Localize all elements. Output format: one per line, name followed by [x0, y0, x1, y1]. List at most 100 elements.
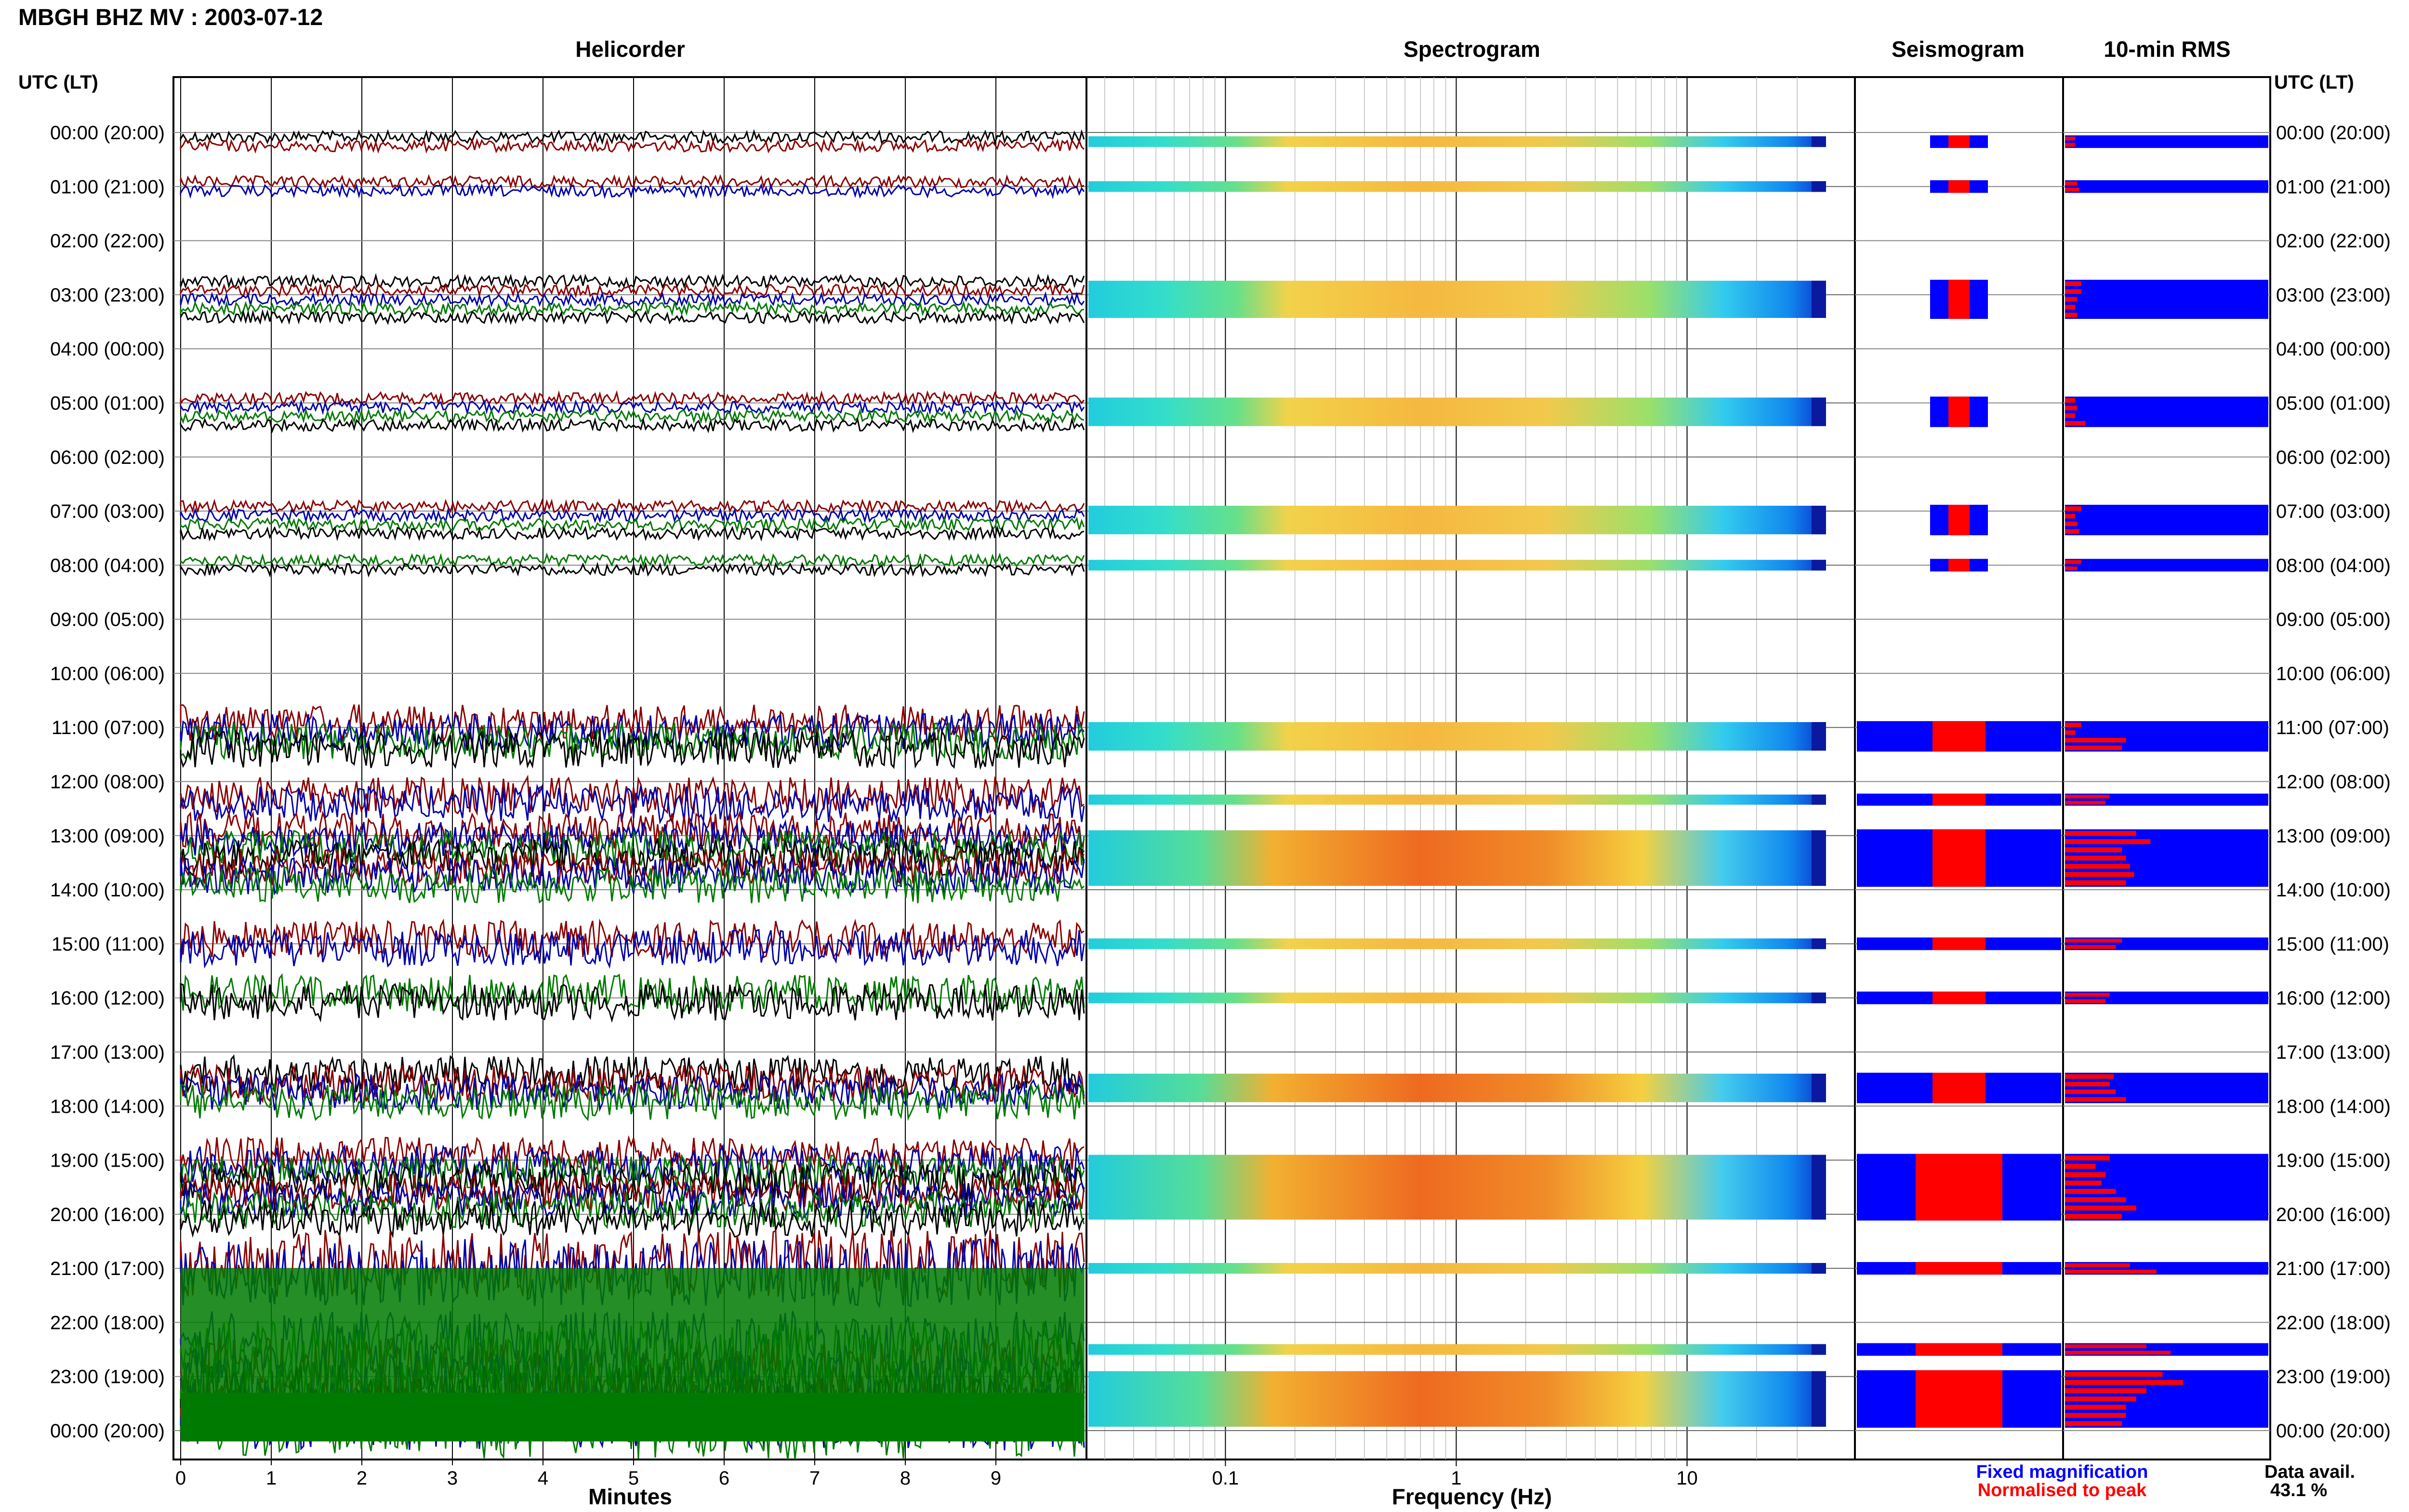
rms-fixed-bar: [2065, 135, 2268, 148]
hour-label-left: 01:00 (21:00): [50, 176, 165, 197]
helicorder-trace: [180, 390, 1085, 407]
helicorder-trace: [180, 721, 1085, 761]
hour-label-right: 06:00 (02:00): [2276, 447, 2391, 468]
hour-label-right: 00:00 (20:00): [2276, 122, 2391, 144]
hour-label-left: 08:00 (04:00): [50, 555, 165, 576]
spectrogram-band-edge: [1812, 1263, 1826, 1274]
spectrogram-band-edge: [1812, 830, 1826, 886]
helicorder-trace: [180, 498, 1085, 515]
spectrogram-band-edge: [1812, 1344, 1826, 1355]
rms-normalised-bar: [2065, 1269, 2157, 1274]
helicorder-trace: [180, 1200, 1085, 1239]
rms-normalised-bar: [2065, 999, 2106, 1003]
helicorder-trace: [180, 810, 1085, 852]
helicorder-trace: [180, 973, 1085, 1014]
rms-normalised-bar: [2065, 1344, 2146, 1348]
hour-label-right: 18:00 (14:00): [2276, 1096, 2391, 1117]
seismogram-panel: [1854, 76, 2064, 1460]
rms-normalised-bar: [2065, 839, 2151, 844]
helicorder-trace: [180, 273, 1085, 289]
hour-label-right: 17:00 (13:00): [2276, 1042, 2391, 1063]
rms-normalised-bar: [2065, 1372, 2163, 1377]
hour-label-left: 21:00 (17:00): [50, 1258, 165, 1279]
hour-label-left: 20:00 (16:00): [50, 1204, 165, 1225]
spectrogram-band: [1088, 794, 1826, 805]
spectrogram-band-edge: [1812, 560, 1826, 571]
hour-label-right: 20:00 (16:00): [2276, 1204, 2391, 1225]
spectrogram-band-edge: [1812, 397, 1826, 426]
minute-tick-label: 6: [719, 1468, 729, 1489]
seismogram-title: Seismogram: [1892, 37, 2025, 62]
data-availability-label: Data avail.: [2264, 1462, 2355, 1482]
spectrogram-panel: [1085, 76, 1856, 1460]
rms-fixed-bar: [2065, 504, 2268, 536]
minute-tick-label: 1: [266, 1468, 277, 1489]
spectrogram-band-edge: [1812, 181, 1826, 192]
rms-normalised-bar: [2065, 398, 2076, 403]
hour-label-right: 07:00 (03:00): [2276, 501, 2391, 522]
rms-normalised-bar: [2065, 1164, 2096, 1169]
helicorder-trace: [180, 300, 1085, 317]
hour-label-right: 03:00 (23:00): [2276, 285, 2391, 306]
rms-normalised-bar: [2065, 938, 2122, 943]
seismogram-normalised-envelope: [1948, 559, 1970, 572]
rms-normalised-bar: [2065, 529, 2079, 534]
seismogram-normalised-envelope: [1932, 829, 1985, 887]
rms-normalised-bar: [2065, 1380, 2183, 1385]
helicorder-trace: [180, 865, 1085, 904]
hour-label-right: 19:00 (15:00): [2276, 1150, 2391, 1171]
rms-normalised-bar: [2065, 289, 2081, 294]
spectrogram-band: [1088, 280, 1826, 318]
helicorder-trace: [180, 1144, 1085, 1185]
rms-normalised-bar: [2065, 136, 2076, 141]
seismogram-normalised-envelope: [1932, 793, 1985, 806]
hour-label-right: 04:00 (00:00): [2276, 339, 2391, 360]
hour-label-left: 03:00 (23:00): [50, 285, 165, 306]
helicorder-trace: [180, 918, 1085, 960]
minutes-axis: 0 1 2 3 4 5 6 7 8 9: [175, 1459, 1001, 1489]
hour-label-right: 15:00 (11:00): [2276, 933, 2389, 955]
minute-tick-label: 4: [538, 1468, 548, 1489]
spectrogram-band: [1088, 1155, 1826, 1220]
time-label-right: UTC (LT): [2274, 72, 2354, 93]
helicorder-trace: [180, 1063, 1085, 1104]
rms-normalised-bar: [2065, 297, 2078, 302]
helicorder-trace: [180, 129, 1085, 145]
rms-normalised-bar: [2065, 723, 2081, 727]
hour-label-right: 10:00 (06:00): [2276, 663, 2391, 684]
minutes-axis-label: Minutes: [588, 1484, 672, 1509]
helicorder-saturated-block: [181, 1393, 1085, 1442]
rms-normalised-bar: [2065, 1155, 2110, 1161]
seismogram-normalised-envelope: [1932, 991, 1985, 1004]
rms-normalised-bar: [2065, 1089, 2116, 1094]
rms-normalised-bar: [2065, 521, 2078, 526]
seismogram-normalised-envelope: [1916, 1154, 2002, 1221]
hour-label-left: 00:00 (20:00): [50, 1420, 165, 1442]
time-label-left: UTC (LT): [18, 72, 98, 93]
hour-label-left: 05:00 (01:00): [50, 393, 165, 414]
helicorder-trace: [180, 818, 1085, 859]
rms-fixed-bar: [2065, 396, 2268, 427]
seismogram-normalised-envelope: [1948, 279, 1970, 319]
hour-label-left: 10:00 (06:00): [50, 663, 165, 684]
spectrogram-band-edge: [1812, 938, 1826, 949]
helicorder-trace: [180, 552, 1085, 568]
helicorder-trace: [180, 183, 1085, 199]
helicorder-trace: [180, 1162, 1085, 1202]
spectrogram-band-edge: [1812, 1074, 1826, 1103]
hour-label-right: 14:00 (10:00): [2276, 880, 2391, 901]
rms-normalised-bar: [2065, 304, 2076, 310]
spectrogram-band-edge: [1812, 794, 1826, 805]
hour-label-left: 19:00 (15:00): [50, 1150, 165, 1171]
rms-normalised-bar: [2065, 413, 2076, 418]
rms-normalised-bar: [2065, 566, 2078, 570]
helicorder-trace: [180, 282, 1085, 299]
hour-label-right: 23:00 (19:00): [2276, 1367, 2391, 1388]
spectrogram-band: [1088, 505, 1826, 535]
hour-label-right: 22:00 (18:00): [2276, 1312, 2391, 1333]
spectrogram-band: [1088, 992, 1826, 1003]
helicorder-trace: [180, 1171, 1085, 1212]
helicorder-trace: [180, 408, 1085, 424]
rms-normalised-bar: [2065, 730, 2076, 735]
minute-tick-label: 9: [991, 1468, 1001, 1489]
